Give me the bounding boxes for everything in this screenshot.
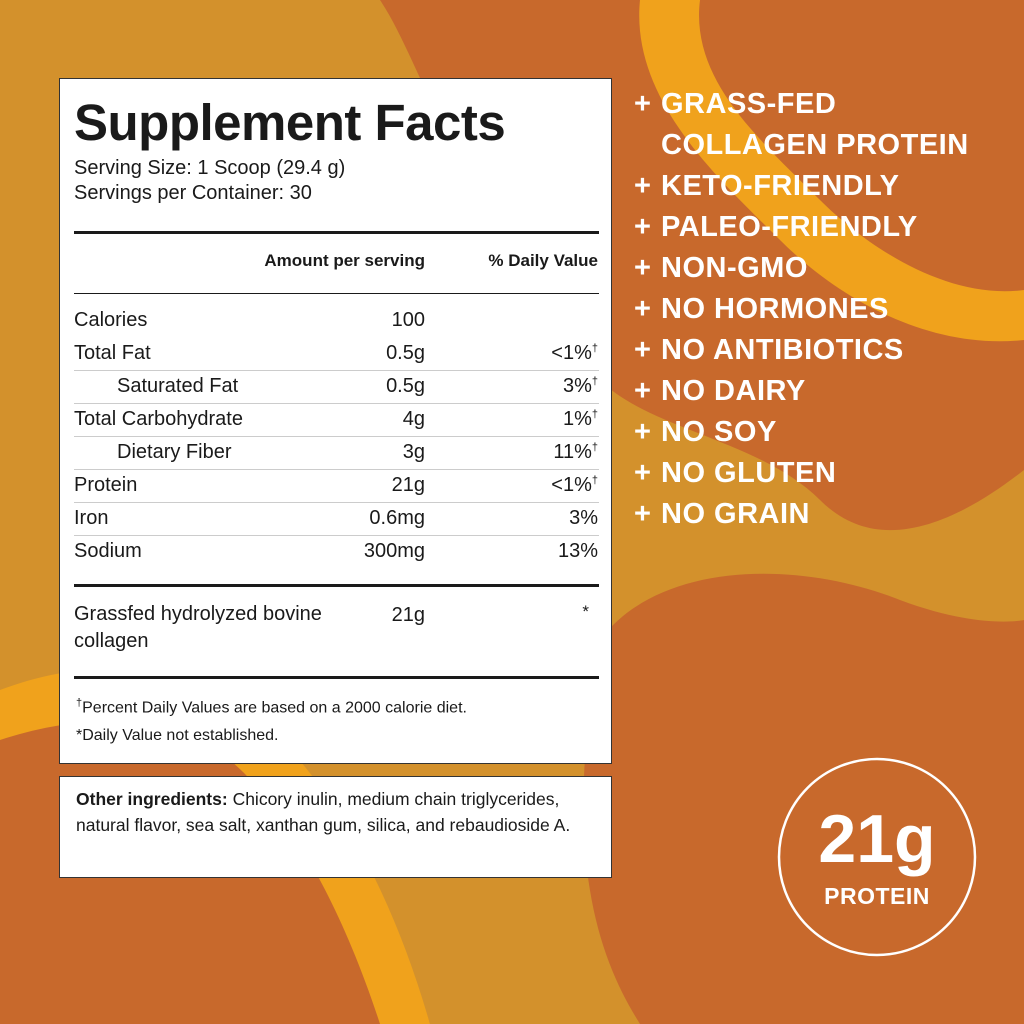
rule (74, 676, 599, 679)
claim: + NO SOY (634, 412, 1001, 453)
dv-note: † (591, 342, 598, 355)
rule (74, 370, 599, 371)
rule (74, 535, 599, 536)
nutrient-dv: 11%† (553, 441, 598, 464)
dv-value: 3% (562, 375, 592, 397)
claim-text: NO GLUTEN (661, 457, 837, 489)
ingredients-label: Other ingredients: (76, 789, 228, 809)
nutrient-name: Saturated Fat (117, 375, 239, 397)
nutrient-amount: 0.5g (386, 375, 425, 397)
dv-value: 11% (553, 441, 592, 463)
badge-label: PROTEIN (824, 883, 930, 909)
facts-title: Supplement Facts (74, 94, 506, 151)
claim-text: NO HORMONES (661, 293, 889, 325)
claim: + PALEO-FRIENDLY (634, 207, 1001, 248)
servings: Servings per Container: 30 (74, 182, 312, 204)
ingredients: Other ingredients: Chicory inulin, mediu… (76, 786, 591, 838)
serving-size: Serving Size: 1 Scoop (29.4 g) (74, 157, 346, 179)
collagen-dv: * (582, 602, 589, 621)
nutrient-amount: 0.5g (386, 342, 425, 364)
rule (74, 293, 599, 294)
facts-panel: Supplement Facts Serving Size: 1 Scoop (… (59, 78, 612, 764)
claims-list: + GRASS-FED COLLAGEN PROTEIN + KETO-FRIENDL… (634, 84, 1001, 535)
nutrient-dv: 3% (569, 507, 598, 530)
nutrient-dv: 1%† (563, 408, 598, 431)
claim: + GRASS-FED COLLAGEN PROTEIN (634, 84, 1001, 166)
claim: + NON-GMO (634, 248, 1001, 289)
nutrient-amount: 3g (402, 441, 425, 463)
nutrient-name: Dietary Fiber (117, 441, 232, 463)
claim-bullet: + (634, 252, 652, 284)
ingredients-panel: Other ingredients: Chicory inulin, mediu… (59, 776, 612, 878)
nutrient-amount: 4g (402, 408, 425, 430)
nutrient-dv: 13% (558, 540, 598, 563)
badge-amount: 21g (818, 801, 936, 877)
claim: + NO GRAIN (634, 494, 1001, 535)
dv-value: 13% (557, 540, 598, 562)
claim-text: NON-GMO (661, 252, 808, 284)
rule (74, 231, 599, 234)
nutrient-name: Total Carbohydrate (74, 408, 243, 430)
claim-bullet: + (634, 293, 652, 325)
ingredients-text: Chicory inulin, medium chain triglycerid… (76, 789, 571, 835)
nutrient-dv: <1%† (551, 342, 598, 365)
nutrient-dv: 3%† (563, 375, 598, 398)
dv-note: † (591, 441, 598, 454)
nutrient-amount: 21g (391, 474, 425, 496)
claim-bullet: + (634, 416, 652, 448)
claim-text: NO ANTIBIOTICS (661, 334, 904, 366)
rule (74, 584, 599, 587)
claim-bullet: + (634, 334, 652, 366)
dv-value: <1% (551, 474, 592, 496)
claim-bullet: + (634, 457, 652, 489)
claim-bullet: + (634, 375, 652, 407)
rule (74, 502, 599, 503)
claim-bullet: + (634, 498, 652, 530)
dagger: † (76, 697, 83, 709)
rule (74, 436, 599, 437)
dv-value: <1% (551, 342, 592, 364)
rule (74, 403, 599, 404)
nutrient-amount: 100 (391, 309, 425, 331)
claim-bullet: + (634, 211, 652, 243)
dv-value: 3% (569, 507, 598, 529)
rule (74, 469, 599, 470)
claim-text: NO GRAIN (661, 498, 810, 530)
claim-text: KETO-FRIENDLY (661, 170, 900, 202)
nutrient-name: Iron (74, 507, 109, 529)
nutrient-amount: 300mg (363, 540, 425, 562)
nutrient-amount: 0.6mg (369, 507, 425, 529)
claim-bullet: + (634, 170, 652, 202)
claim: + NO GLUTEN (634, 453, 1001, 494)
claim-text: GRASS-FED COLLAGEN PROTEIN (661, 88, 969, 161)
claim: + KETO-FRIENDLY (634, 166, 1001, 207)
footnote: †Percent Daily Values are based on a 200… (76, 697, 467, 717)
nutrient-name: Total Fat (74, 342, 151, 364)
dv-value: 1% (562, 408, 592, 430)
dv-header: % Daily Value (488, 251, 598, 270)
nutrient-name: Calories (74, 309, 148, 331)
claim: + NO DAIRY (634, 371, 1001, 412)
nutrient-name: Protein (74, 474, 138, 496)
claim-text: NO SOY (661, 416, 777, 448)
nutrient-dv: <1%† (551, 474, 598, 497)
dv-note: † (591, 474, 598, 487)
dv-note: † (591, 408, 598, 421)
dv-note: † (591, 375, 598, 388)
footnote: *Daily Value not established. (76, 727, 279, 744)
claim-text: NO DAIRY (661, 375, 806, 407)
claim: + NO HORMONES (634, 289, 1001, 330)
claim-text: PALEO-FRIENDLY (661, 211, 918, 243)
nutrient-name: Sodium (74, 540, 142, 562)
collagen-name: Grassfed hydrolyzed bovine collagen (74, 603, 322, 652)
footnote-text: Percent Daily Values are based on a 2000… (82, 699, 467, 717)
amount-header: Amount per serving (264, 251, 425, 270)
claim-bullet: + (634, 88, 652, 120)
collagen-amount: 21g (391, 604, 425, 626)
claim: + NO ANTIBIOTICS (634, 330, 1001, 371)
